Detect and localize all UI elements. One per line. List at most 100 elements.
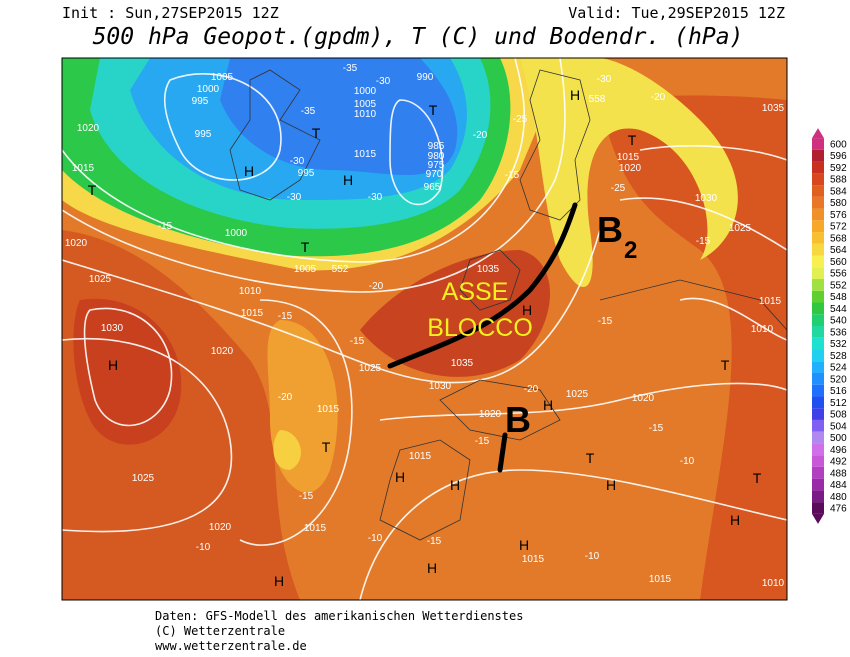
- temperature-label: -15: [598, 316, 613, 327]
- isobar-label: 1005: [354, 99, 377, 110]
- isobar-label: 1010: [239, 286, 262, 297]
- colorbar-swatch: [812, 396, 824, 409]
- isobar-label: 990: [417, 72, 434, 83]
- pressure-center: T: [429, 102, 438, 118]
- temperature-label: -15: [350, 336, 365, 347]
- colorbar-swatch: [812, 220, 824, 233]
- map-title: 500 hPa Geopot.(gpdm), T (C) und Bodendr…: [93, 24, 744, 50]
- axis-label: BLOCCO: [427, 314, 533, 342]
- colorbar-label: 532: [830, 339, 847, 350]
- colorbar-label: 520: [830, 374, 847, 385]
- temperature-label: -15: [158, 221, 173, 232]
- isobar-label: 1005: [211, 72, 234, 83]
- init-time: Init : Sun,27SEP2015 12Z: [62, 4, 279, 22]
- axis-label: ASSE: [442, 278, 509, 306]
- temperature-label: -30: [290, 156, 305, 167]
- pressure-center: T: [586, 450, 595, 466]
- pressure-center: T: [312, 125, 321, 141]
- isobar-label: 1025: [729, 223, 752, 234]
- isobar-label: 1015: [522, 554, 545, 565]
- colorbar-swatch: [812, 384, 824, 397]
- colorbar-swatch: [812, 443, 824, 456]
- colorbar-label: 516: [830, 386, 847, 397]
- colorbar-swatch: [812, 419, 824, 432]
- isobar-label: 1035: [451, 358, 474, 369]
- colorbar-label: 528: [830, 351, 847, 362]
- colorbar-swatch: [812, 161, 824, 174]
- colorbar-swatch: [812, 208, 824, 221]
- map: 1005100099510209951000100510109901015985…: [62, 58, 787, 600]
- isobar-label: 1020: [479, 409, 502, 420]
- temperature-label: -35: [343, 63, 358, 74]
- colorbar-arrow: [812, 128, 824, 139]
- temperature-label: -10: [368, 533, 383, 544]
- colorbar-swatch: [812, 372, 824, 385]
- temperature-label: -30: [597, 74, 612, 85]
- colorbar-swatch: [812, 408, 824, 420]
- pressure-center: H: [570, 87, 580, 103]
- colorbar-swatch: [812, 279, 824, 291]
- temperature-label: -10: [680, 456, 695, 467]
- footer: (C) Wetterzentrale: [155, 624, 285, 638]
- colorbar-label: 540: [830, 316, 847, 327]
- colorbar-label: 592: [830, 163, 847, 174]
- map-frame: [61, 57, 788, 601]
- colorbar-swatch: [812, 138, 824, 150]
- colorbar-label: 500: [830, 433, 847, 444]
- colorbar-swatch: [812, 302, 824, 315]
- isobar-label: 965: [424, 182, 441, 193]
- temperature-label: -10: [585, 551, 600, 562]
- footer: www.wetterzentrale.de: [155, 639, 307, 653]
- temperature-label: -25: [611, 183, 626, 194]
- low-label: B: [597, 209, 623, 250]
- colorbar-label: 496: [830, 445, 847, 456]
- isobar-label: 1015: [759, 296, 782, 307]
- colorbar-swatch: [812, 314, 824, 326]
- isobar-label: 995: [298, 168, 315, 179]
- colorbar-swatch: [812, 490, 824, 503]
- low-label-index: 2: [624, 237, 637, 264]
- temperature-label: -20: [651, 92, 666, 103]
- colorbar-arrow: [812, 513, 824, 524]
- colorbar-label: 572: [830, 222, 847, 233]
- temperature-label: -25: [513, 114, 528, 125]
- colorbar-swatch: [812, 502, 824, 514]
- isobar-label: 1015: [617, 152, 640, 163]
- isobar-label: 1010: [762, 578, 785, 589]
- pressure-center: T: [301, 239, 310, 255]
- isobar-label: 1020: [619, 163, 642, 174]
- colorbar-swatch: [812, 326, 824, 338]
- colorbar-swatch: [812, 431, 824, 444]
- colorbar-label: 584: [830, 186, 847, 197]
- temperature-label: -15: [278, 311, 293, 322]
- colorbar-swatch: [812, 361, 824, 373]
- isobar-label: 1015: [72, 163, 95, 174]
- colorbar-swatch: [812, 232, 824, 244]
- pressure-center: H: [730, 512, 740, 528]
- isobar-label: 1000: [225, 228, 248, 239]
- pressure-center: H: [343, 172, 353, 188]
- temperature-label: -30: [368, 192, 383, 203]
- temperature-label: -15: [649, 423, 664, 434]
- colorbar-label: 548: [830, 292, 847, 303]
- colorbar-swatch: [812, 466, 824, 479]
- colorbar-swatch: [812, 149, 824, 162]
- isobar-label: 970: [426, 169, 443, 180]
- isobar-label: 1010: [751, 324, 774, 335]
- colorbar-swatch: [812, 290, 824, 303]
- colorbar-swatch: [812, 196, 824, 209]
- height-label: 558: [589, 94, 606, 105]
- isobar-label: 1020: [77, 123, 100, 134]
- temperature-label: -15: [696, 236, 711, 247]
- colorbar-label: 524: [830, 363, 847, 374]
- isobar-label: 1020: [65, 238, 88, 249]
- pressure-center: H: [244, 163, 254, 179]
- pressure-center: H: [427, 560, 437, 576]
- pressure-center: H: [519, 537, 529, 553]
- colorbar-label: 536: [830, 327, 847, 338]
- isobar-label: 1020: [209, 522, 232, 533]
- pressure-center: T: [628, 132, 637, 148]
- isobar-label: 1000: [354, 86, 377, 97]
- low-label: B: [505, 399, 531, 440]
- isobar-label: 975: [428, 160, 445, 171]
